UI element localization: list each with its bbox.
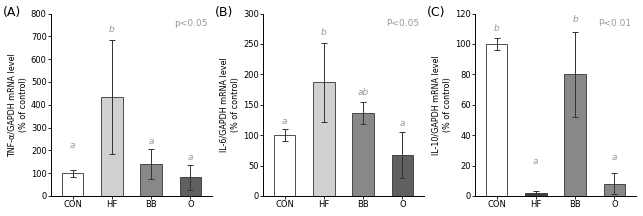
Text: a: a <box>611 154 617 162</box>
Bar <box>352 113 374 196</box>
Text: a: a <box>533 157 539 165</box>
Bar <box>101 97 123 196</box>
Bar <box>313 82 334 196</box>
Bar <box>565 74 586 196</box>
Bar <box>392 155 413 196</box>
Y-axis label: IL-6/GAPDH mRNA level
(% of control): IL-6/GAPDH mRNA level (% of control) <box>219 57 240 152</box>
Text: a: a <box>70 141 75 150</box>
Bar <box>604 184 625 196</box>
Text: a: a <box>282 117 287 126</box>
Text: b: b <box>494 24 500 33</box>
Text: (C): (C) <box>426 6 445 19</box>
Bar <box>62 173 84 196</box>
Bar <box>485 44 507 196</box>
Bar <box>140 164 162 196</box>
Text: p<0.05: p<0.05 <box>174 19 207 28</box>
Text: a: a <box>400 119 405 128</box>
Text: b: b <box>572 15 578 24</box>
Text: b: b <box>109 25 114 34</box>
Text: b: b <box>321 28 327 37</box>
Bar <box>179 177 201 196</box>
Text: ab: ab <box>358 88 368 97</box>
Text: (A): (A) <box>3 6 21 19</box>
Bar <box>525 193 547 196</box>
Text: P<0.05: P<0.05 <box>386 19 419 28</box>
Bar <box>274 135 295 196</box>
Text: (B): (B) <box>215 6 233 19</box>
Y-axis label: TNF-α/GAPDH mRNA level
(% of control): TNF-α/GAPDH mRNA level (% of control) <box>7 53 28 157</box>
Y-axis label: IL-10/GAPDH mRNA level
(% of control): IL-10/GAPDH mRNA level (% of control) <box>431 55 452 155</box>
Text: a: a <box>188 153 193 162</box>
Text: P<0.01: P<0.01 <box>598 19 631 28</box>
Text: a: a <box>149 137 154 146</box>
